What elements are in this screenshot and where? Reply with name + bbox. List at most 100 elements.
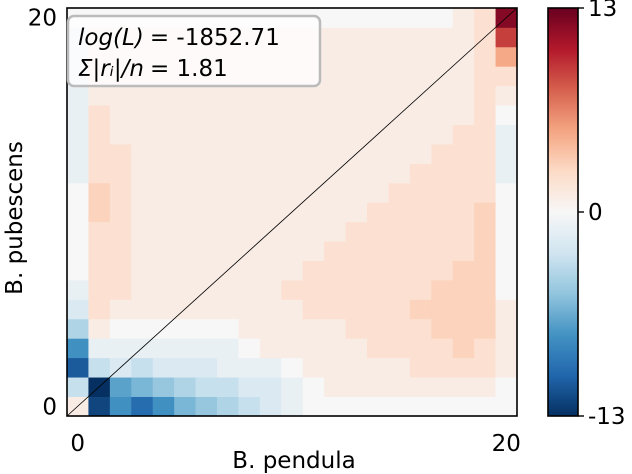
heatmap-cell bbox=[431, 377, 454, 397]
heatmap-cell bbox=[238, 357, 261, 378]
heatmap-cell bbox=[495, 27, 518, 48]
heatmap-cell bbox=[109, 85, 132, 106]
heatmap-cell bbox=[431, 260, 454, 281]
heatmap-cell bbox=[367, 163, 389, 184]
heatmap-cell bbox=[474, 202, 496, 223]
heatmap-cell bbox=[452, 377, 475, 397]
heatmap-cell bbox=[174, 318, 196, 339]
heatmap-cell bbox=[259, 318, 282, 339]
x-axis-ticks: 0 20 bbox=[70, 431, 521, 457]
heatmap-cell bbox=[388, 280, 411, 300]
heatmap-cell bbox=[195, 338, 218, 359]
x-tick-label: 20 bbox=[492, 431, 521, 457]
heatmap-cell bbox=[409, 318, 432, 339]
heatmap-cell bbox=[474, 105, 496, 125]
heatmap-cell bbox=[324, 144, 346, 164]
heatmap-cell bbox=[174, 241, 196, 261]
heatmap-cell bbox=[431, 8, 454, 28]
heatmap-cell bbox=[345, 357, 368, 378]
heatmap-cell bbox=[67, 280, 89, 300]
heatmap-cell bbox=[281, 124, 304, 145]
heatmap-cell bbox=[431, 124, 454, 145]
heatmap-cell bbox=[452, 260, 475, 281]
heatmap-cell bbox=[367, 299, 389, 320]
heatmap-cell bbox=[431, 163, 454, 184]
annotation-box bbox=[66, 14, 322, 88]
log-l-value: = -1852.71 bbox=[150, 25, 280, 51]
heatmap-cell bbox=[67, 105, 89, 125]
heatmap-cell bbox=[131, 260, 154, 281]
heatmap-cell bbox=[324, 280, 346, 300]
heatmap-cell bbox=[452, 299, 475, 320]
heatmap-cell bbox=[495, 182, 518, 203]
heatmap-cell bbox=[302, 299, 325, 320]
heatmap-cell bbox=[388, 144, 411, 164]
heatmap-cell bbox=[302, 280, 325, 300]
heatmap-cell bbox=[495, 124, 518, 145]
heatmap-cell bbox=[88, 163, 111, 184]
heatmap-cell bbox=[131, 85, 154, 106]
heatmap-cell bbox=[367, 318, 389, 339]
heatmap-cell bbox=[452, 221, 475, 242]
heatmap-cell bbox=[238, 163, 261, 184]
heatmap-cell bbox=[452, 144, 475, 164]
heatmap-cell bbox=[324, 299, 346, 320]
heatmap-cell bbox=[367, 241, 389, 261]
heatmap-cell bbox=[109, 202, 132, 223]
heatmap-cell bbox=[302, 163, 325, 184]
heatmap-cell bbox=[388, 46, 411, 67]
heatmap-cell bbox=[409, 280, 432, 300]
heatmap-cell bbox=[195, 299, 218, 320]
heatmap-cell bbox=[345, 27, 368, 48]
residual-label: Σ|rᵢ|/n bbox=[78, 56, 144, 82]
heatmap-cell bbox=[281, 377, 304, 397]
heatmap-cell bbox=[217, 338, 239, 359]
heatmap-cell bbox=[302, 241, 325, 261]
heatmap-cell bbox=[409, 163, 432, 184]
heatmap-cell bbox=[131, 377, 154, 397]
heatmap-cell bbox=[217, 357, 239, 378]
heatmap-cell bbox=[431, 280, 454, 300]
heatmap-cell bbox=[409, 144, 432, 164]
heatmap-cell bbox=[474, 396, 496, 417]
heatmap-cell bbox=[88, 299, 111, 320]
heatmap-cell bbox=[452, 85, 475, 106]
heatmap-cell bbox=[452, 338, 475, 359]
heatmap-cell bbox=[174, 144, 196, 164]
heatmap-cell bbox=[217, 241, 239, 261]
heatmap-cell bbox=[131, 163, 154, 184]
heatmap-cell bbox=[302, 377, 325, 397]
heatmap-cell bbox=[238, 396, 261, 417]
heatmap-cell bbox=[195, 241, 218, 261]
heatmap-cell bbox=[367, 85, 389, 106]
heatmap-cell bbox=[431, 241, 454, 261]
heatmap-cell bbox=[474, 318, 496, 339]
heatmap-cell bbox=[131, 202, 154, 223]
heatmap-cell bbox=[431, 46, 454, 67]
heatmap-cell bbox=[367, 280, 389, 300]
heatmap-cell bbox=[131, 357, 154, 378]
heatmap-cell bbox=[195, 318, 218, 339]
heatmap-cell bbox=[345, 377, 368, 397]
heatmap-cell bbox=[345, 396, 368, 417]
heatmap-cell bbox=[367, 182, 389, 203]
heatmap-cell bbox=[195, 85, 218, 106]
heatmap-cell bbox=[152, 280, 175, 300]
heatmap-cell bbox=[474, 299, 496, 320]
heatmap-cell bbox=[131, 124, 154, 145]
heatmap-cell bbox=[109, 396, 132, 417]
heatmap-cell bbox=[259, 105, 282, 125]
heatmap-cell bbox=[174, 182, 196, 203]
heatmap-cell bbox=[367, 144, 389, 164]
heatmap-cell bbox=[495, 66, 518, 87]
heatmap-cell bbox=[474, 221, 496, 242]
heatmap-cell bbox=[281, 241, 304, 261]
heatmap-cell bbox=[131, 182, 154, 203]
heatmap-cell bbox=[238, 182, 261, 203]
heatmap-cell bbox=[431, 357, 454, 378]
heatmap-cell bbox=[259, 202, 282, 223]
heatmap-cell bbox=[495, 221, 518, 242]
heatmap-cell bbox=[281, 357, 304, 378]
heatmap-cell bbox=[174, 357, 196, 378]
heatmap-cell bbox=[495, 241, 518, 261]
